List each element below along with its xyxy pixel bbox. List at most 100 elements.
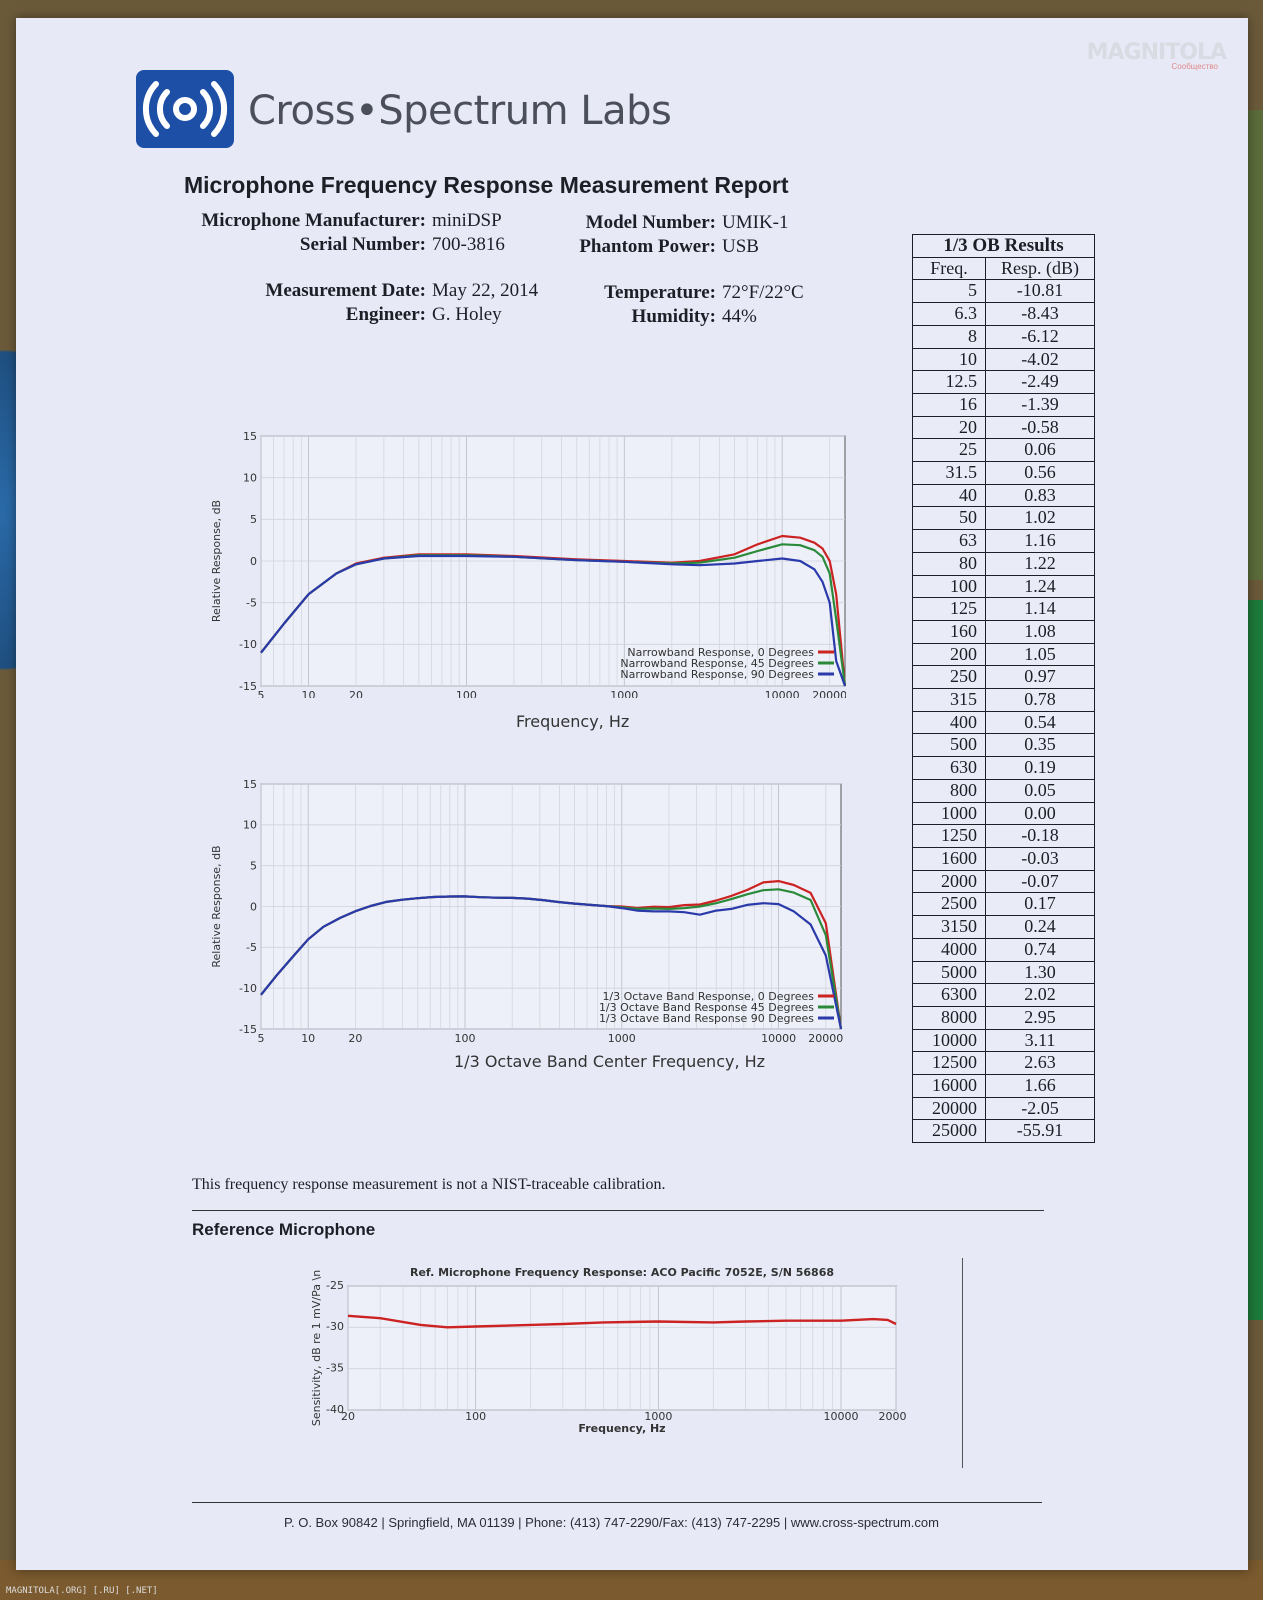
ob-col-freq: Freq. (912, 256, 986, 281)
ob-table-row: 3150 0.24 (912, 915, 1095, 939)
ob-resp-cell: 0.74 (985, 937, 1095, 962)
bottom-watermark: MAGNITOLA[.ORG] [.RU] [.NET] (6, 1586, 158, 1596)
ob-table-row: 25 0.06 (912, 438, 1095, 463)
ob-freq-cell: 40 (912, 483, 986, 508)
ob-resp-cell: 0.06 (985, 438, 1095, 463)
ob-table-row: 12500 2.63 (912, 1051, 1095, 1076)
ob-resp-cell: -6.12 (985, 324, 1095, 349)
ob-results-table: 1/3 OB Results Freq. Resp. (dB) 5 -10.81 6… (912, 234, 1095, 1144)
engineer-value: G. Holey (432, 304, 502, 325)
y-tick-label: 5 (250, 860, 257, 873)
ob-resp-cell: -2.49 (985, 370, 1095, 394)
ob-resp-cell: 0.05 (985, 778, 1095, 803)
ob-freq-cell: 2000 (912, 869, 986, 894)
x-tick-label: 100 (465, 1410, 486, 1423)
x-tick-label: 10 (302, 689, 316, 698)
ob-resp-cell: 0.19 (985, 756, 1095, 780)
ob-table-row: 12.5 -2.49 (912, 370, 1095, 394)
ob-freq-cell: 3150 (912, 915, 986, 939)
series-line (260, 554, 846, 687)
ob-freq-cell: 1000 (912, 801, 986, 826)
ob-table-row: 6.3 -8.43 (912, 302, 1095, 326)
broadcast-icon (142, 81, 228, 137)
ob-table-row: 125 1.14 (912, 597, 1095, 621)
ob-freq-cell: 6300 (912, 983, 986, 1007)
x-tick-label: 20000 (808, 1032, 843, 1044)
ob-table-row: 20 -0.58 (912, 415, 1095, 440)
ob-table-row: 630 0.19 (912, 756, 1095, 780)
octave-xlabel: 1/3 Octave Band Center Frequency, Hz (454, 1052, 766, 1071)
ob-freq-cell: 12500 (912, 1051, 986, 1076)
plot-area (347, 1285, 897, 1411)
ob-resp-cell: 2.63 (985, 1051, 1095, 1076)
ob-resp-cell: -4.02 (985, 347, 1095, 372)
y-tick-label: -10 (239, 982, 257, 995)
y-tick-label: -5 (246, 941, 257, 954)
ob-table-row: 10000 3.11 (912, 1028, 1095, 1053)
ob-resp-cell: -0.18 (985, 824, 1095, 848)
watermark-sub: Сообщество (1171, 62, 1218, 71)
ob-freq-cell: 16 (912, 392, 986, 417)
ob-freq-cell: 31.5 (912, 461, 986, 485)
ob-table-row: 40 0.83 (912, 483, 1095, 508)
manufacturer-value: miniDSP (432, 210, 502, 231)
y-tick-label: -15 (239, 680, 257, 693)
ob-freq-cell: 315 (912, 688, 986, 712)
humidity-value: 44% (722, 306, 757, 327)
ob-table-row: 250 0.97 (912, 665, 1095, 690)
company-logo (136, 70, 234, 148)
x-tick-label: 10000 (824, 1410, 859, 1423)
ob-resp-cell: 0.78 (985, 688, 1095, 712)
ob-freq-cell: 100 (912, 574, 986, 599)
footer-contact: P. O. Box 90842 | Springfield, MA 01139 … (284, 1515, 939, 1530)
y-tick-label: 15 (243, 778, 257, 791)
legend-label: Narrowband Response, 0 Degrees (627, 646, 814, 659)
ob-freq-cell: 16000 (912, 1074, 986, 1098)
company-name: Cross•Spectrum Labs (248, 88, 672, 134)
legend-label: Narrowband Response, 45 Degrees (620, 657, 814, 670)
ob-freq-cell: 125 (912, 597, 986, 621)
ob-resp-cell: -0.58 (985, 415, 1095, 440)
y-tick-label: -10 (239, 638, 257, 651)
legend-label: 1/3 Octave Band Response, 0 Degrees (602, 990, 814, 1003)
y-tick-label: -30 (326, 1320, 344, 1333)
ob-table-row: 160 1.08 (912, 619, 1095, 644)
legend-label: 1/3 Octave Band Response 90 Degrees (599, 1012, 814, 1025)
report-title: Microphone Frequency Response Measuremen… (184, 172, 789, 198)
temperature-value: 72°F/22°C (722, 282, 804, 303)
ob-resp-cell: 0.24 (985, 915, 1095, 939)
x-tick-label: 1000 (610, 689, 638, 698)
ob-table-row: 2500 0.17 (912, 892, 1095, 917)
ob-freq-cell: 12.5 (912, 370, 986, 394)
x-tick-label: 1000 (608, 1032, 636, 1044)
ob-freq-cell: 250 (912, 665, 986, 690)
x-tick-label: 20000 (812, 689, 846, 698)
y-tick-label: 10 (243, 472, 257, 485)
y-tick-label: 15 (243, 430, 257, 443)
x-tick-label: 100 (456, 689, 477, 698)
x-tick-label: 100 (455, 1032, 476, 1044)
ob-resp-cell: -0.03 (985, 846, 1095, 871)
y-axis-label: Relative Response, dB (210, 845, 223, 967)
ob-table-row: 1250 -0.18 (912, 824, 1095, 848)
y-tick-label: 5 (250, 513, 257, 526)
ob-table-row: 315 0.78 (912, 688, 1095, 712)
serial-value: 700-3816 (432, 234, 505, 255)
ob-table-row: 5000 1.30 (912, 960, 1095, 985)
ob-resp-cell: -55.91 (985, 1119, 1095, 1144)
ob-freq-cell: 25 (912, 438, 986, 463)
ob-table-row: 500 0.35 (912, 733, 1095, 758)
disclaimer: This frequency response measurement is n… (192, 1176, 666, 1193)
ob-freq-cell: 500 (912, 733, 986, 758)
ob-table-row: 5 -10.81 (912, 279, 1095, 304)
series-line (347, 1314, 897, 1329)
ob-resp-cell: 0.17 (985, 892, 1095, 917)
ob-table-row: 16 -1.39 (912, 392, 1095, 417)
humidity-label: Humidity: (631, 306, 716, 327)
ob-freq-cell: 800 (912, 778, 986, 803)
ob-resp-cell: 1.16 (985, 529, 1095, 553)
ob-table-row: 10 -4.02 (912, 347, 1095, 372)
ob-resp-cell: 2.02 (985, 983, 1095, 1007)
ob-table-body: 5 -10.81 6.3 -8.43 8 -6.12 10 -4.02 12.5 -2.49 16-… (912, 279, 1095, 1144)
